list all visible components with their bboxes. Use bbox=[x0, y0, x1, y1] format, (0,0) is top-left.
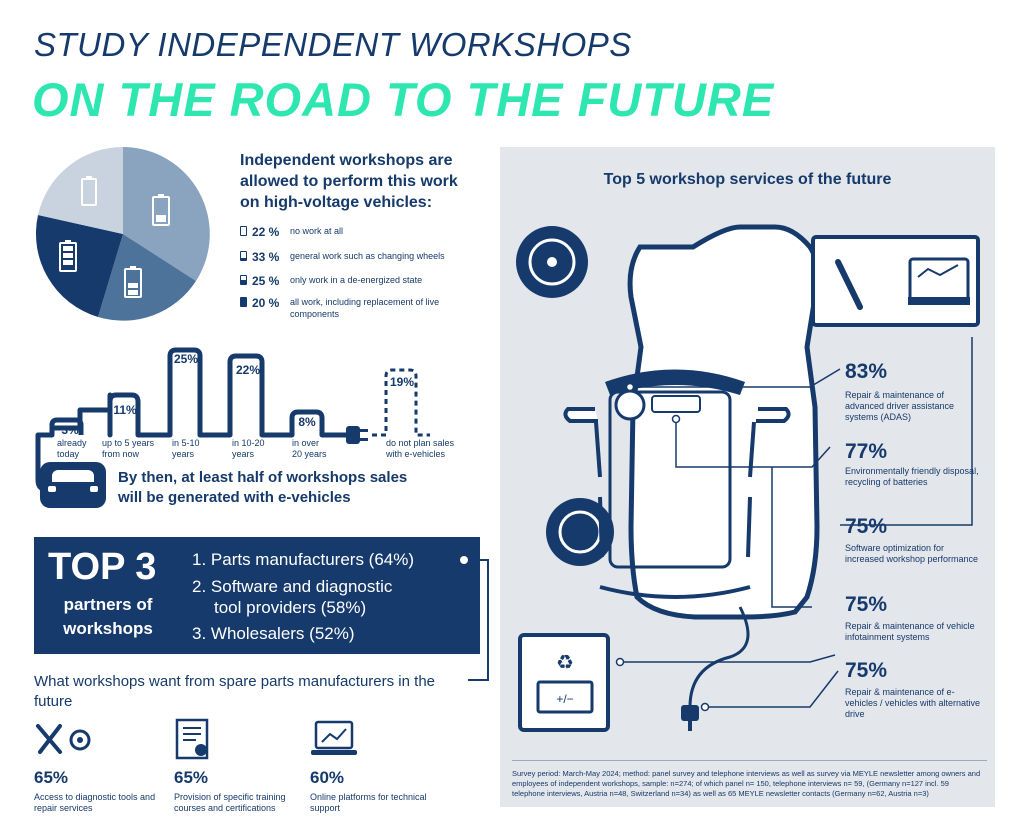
service-label: Repair & maintenance of advanced driver … bbox=[845, 390, 955, 422]
car-top-view: +/− ♻ bbox=[516, 224, 980, 732]
service-pct: 83% bbox=[845, 360, 888, 383]
svg-text:♻: ♻ bbox=[556, 650, 574, 674]
top3-item: tool providers (58%) bbox=[214, 598, 367, 617]
timeline-label: in 10-20 years bbox=[232, 438, 265, 459]
want-pct: 65% bbox=[174, 768, 209, 787]
service-label: Repair & maintenance of e-vehicles / veh… bbox=[845, 687, 981, 719]
services-title: Top 5 workshop services of the future bbox=[603, 171, 892, 188]
title-line1: STUDY INDEPENDENT WORKSHOPS bbox=[34, 26, 632, 63]
laptop-icon bbox=[311, 720, 357, 755]
timeline-pct: 25% bbox=[173, 352, 199, 366]
top3-heading: TOP 3 bbox=[48, 546, 157, 588]
timeline-label: up to 5 years from now bbox=[102, 438, 155, 459]
top3-subheading: partners of workshops bbox=[63, 595, 153, 638]
battery-symbol: +/− bbox=[556, 692, 573, 706]
battery-empty-icon bbox=[240, 226, 247, 236]
timeline-pct: 22% bbox=[235, 363, 261, 377]
want-pct: 60% bbox=[310, 768, 345, 787]
top3-item: 3. Wholesalers (52%) bbox=[192, 624, 355, 643]
service-pct: 77% bbox=[845, 440, 888, 463]
battery-low-icon bbox=[240, 251, 247, 261]
timeline-label: already today bbox=[57, 438, 87, 459]
hv-pct: 25 % bbox=[252, 274, 280, 288]
plug-icon bbox=[346, 426, 360, 444]
certificate-icon bbox=[175, 718, 209, 760]
hv-row-2: 33 % general work such as changing wheel… bbox=[240, 250, 470, 264]
timeline-pct: 3% bbox=[61, 423, 79, 437]
survey-note: Survey period: March-May 2024; method: p… bbox=[512, 769, 981, 798]
hv-label: only work in a de-energized state bbox=[290, 275, 423, 285]
hv-pct: 20 % bbox=[252, 296, 280, 310]
service-label: Environmentally friendly disposal, recyc… bbox=[845, 466, 979, 487]
timeline-pct: 11% bbox=[113, 403, 137, 417]
service-pct: 75% bbox=[845, 593, 888, 616]
timeline-summary: By then, at least half of workshops sale… bbox=[118, 469, 408, 506]
timeline-label: in 5-10 years bbox=[172, 438, 200, 459]
car-icon bbox=[40, 462, 106, 508]
title-line2: ON THE ROAD TO THE FUTURE bbox=[32, 73, 775, 126]
hv-row-3: 25 % only work in a de-energized state bbox=[240, 274, 470, 288]
wants-heading: What workshops want from spare parts man… bbox=[34, 673, 436, 710]
pie-slice-all-work bbox=[35, 215, 123, 317]
pie-slice-no-work bbox=[38, 146, 123, 234]
want-label: Provision of specific training courses a… bbox=[174, 792, 286, 813]
want-pct: 65% bbox=[34, 768, 69, 787]
pie-slice-de-energized bbox=[98, 234, 196, 321]
service-pct: 75% bbox=[845, 515, 888, 538]
hv-label: no work at all bbox=[290, 226, 344, 236]
service-label: Repair & maintenance of vehicle infotain… bbox=[845, 621, 975, 642]
service-label: Software optimization for increased work… bbox=[845, 543, 979, 564]
timeline-label: do not plan sales with e-vehicles bbox=[386, 438, 455, 459]
connector-line bbox=[468, 559, 489, 681]
want-label: Online platforms for technical support bbox=[310, 792, 427, 813]
timeline-pct: 19% bbox=[389, 375, 415, 389]
toolbox-icon bbox=[811, 235, 980, 327]
hv-pct: 33 % bbox=[252, 250, 280, 264]
high-voltage-pie bbox=[35, 146, 210, 321]
battery-half-icon bbox=[240, 275, 247, 285]
top3-item: 2. Software and diagnostic bbox=[192, 577, 393, 596]
battery-full-icon bbox=[240, 297, 247, 307]
high-voltage-heading: Independent workshops are allowed to per… bbox=[240, 152, 458, 211]
top3-box bbox=[34, 537, 480, 654]
hv-pct: 22 % bbox=[252, 225, 280, 239]
timeline-label: in over 20 years bbox=[292, 438, 327, 459]
service-pct: 75% bbox=[845, 659, 888, 682]
hv-label: general work such as changing wheels bbox=[290, 251, 445, 261]
tools-icon bbox=[36, 724, 91, 754]
divider bbox=[512, 760, 987, 761]
timeline-pct: 8% bbox=[298, 415, 316, 429]
top3-item: 1. Parts manufacturers (64%) bbox=[192, 550, 415, 569]
hv-label: all work, including replacement of live … bbox=[290, 297, 440, 319]
connector-dot bbox=[460, 556, 468, 564]
ev-plug-icon bbox=[681, 705, 699, 721]
pie-slice-general-work bbox=[123, 147, 210, 281]
hv-row-4: 20 % all work, including replacement of … bbox=[240, 296, 470, 320]
want-label: Access to diagnostic tools and repair se… bbox=[34, 792, 156, 813]
hv-row-1: 22 % no work at all bbox=[240, 225, 470, 239]
